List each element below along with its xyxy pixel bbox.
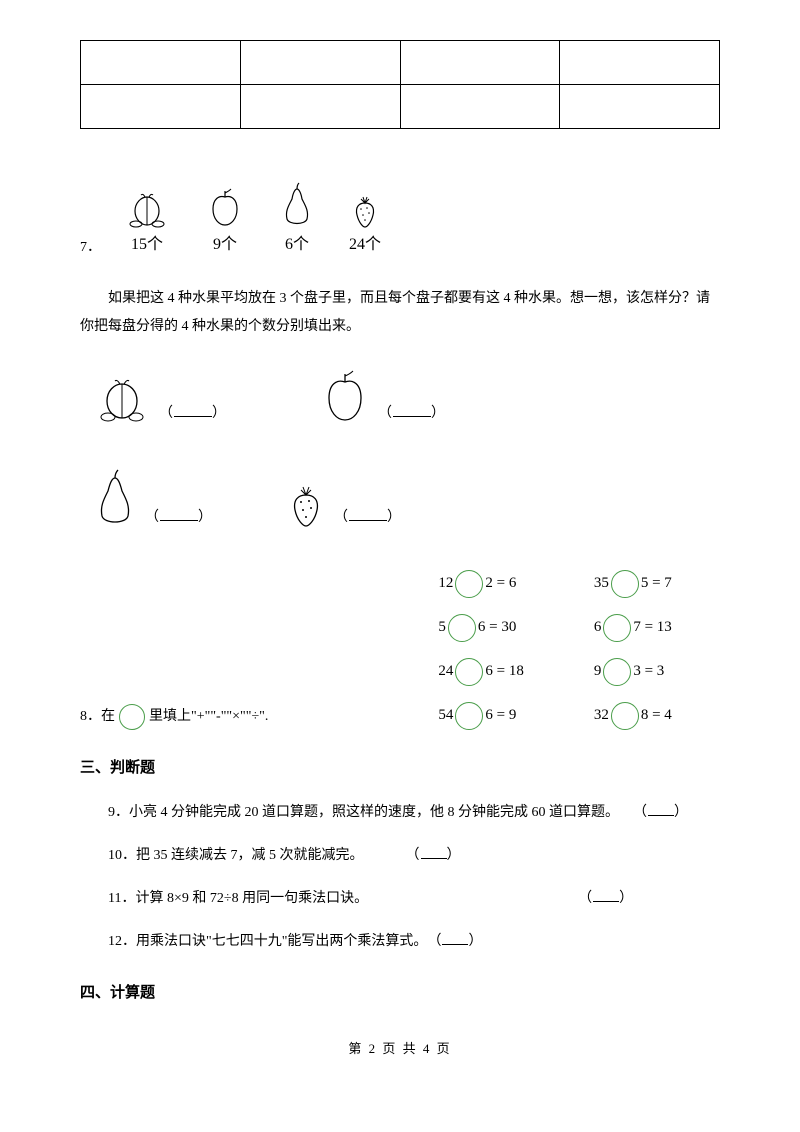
eq-left: 5 <box>438 614 446 641</box>
q10: 10．把 35 连续减去 7，减 5 次就能减完。 （） <box>80 843 720 868</box>
eq-right: 3 = 3 <box>633 658 664 685</box>
peach-answer-icon <box>90 374 154 426</box>
peach-icon <box>121 189 173 231</box>
section-4-title: 四、计算题 <box>80 980 720 1007</box>
eq-blank[interactable] <box>455 702 483 730</box>
strawberry-answer-blank[interactable]: （） <box>334 505 402 530</box>
eq-right: 5 = 7 <box>641 570 672 597</box>
apple-count: 9个 <box>213 231 237 260</box>
strawberry-count: 24个 <box>349 231 381 260</box>
eq-left: 12 <box>438 570 453 597</box>
apple-answer-blank[interactable]: （） <box>378 401 446 426</box>
q12: 12．用乘法口诀"七七四十九"能写出两个乘法算式。 （） <box>80 929 720 954</box>
fruit-display-row: 15个 9个 6个 24个 <box>121 179 383 260</box>
empty-table <box>80 40 720 129</box>
eq-right: 2 = 6 <box>485 570 516 597</box>
pear-icon <box>277 179 317 231</box>
q8-sample-circle <box>119 704 145 730</box>
page-footer: 第 2 页 共 4 页 <box>80 1037 720 1060</box>
q8-prefix: 在 <box>101 704 115 729</box>
eq-blank[interactable] <box>611 570 639 598</box>
eq-right: 8 = 4 <box>641 702 672 729</box>
eq-blank[interactable] <box>603 614 631 642</box>
eq-left: 9 <box>594 658 602 685</box>
peach-answer-blank[interactable]: （） <box>159 401 227 426</box>
q9: 9．小亮 4 分钟能完成 20 道口算题，照这样的速度，他 8 分钟能完成 60… <box>80 800 720 825</box>
eq-blank[interactable] <box>455 570 483 598</box>
eq-right: 7 = 13 <box>633 614 671 641</box>
eq-left: 24 <box>438 658 453 685</box>
eq-blank[interactable] <box>611 702 639 730</box>
eq-right: 6 = 18 <box>485 658 523 685</box>
q8-number: 8． <box>80 704 101 729</box>
q8-suffix: 里填上"+""-""×""÷". <box>149 704 268 729</box>
strawberry-answer-icon <box>283 480 329 530</box>
eq-right: 6 = 9 <box>485 702 516 729</box>
q7-text: 如果把这 4 种水果平均放在 3 个盘子里，而且每个盘子都要有这 4 种水果。想… <box>80 285 720 341</box>
eq-blank[interactable] <box>455 658 483 686</box>
eq-blank[interactable] <box>448 614 476 642</box>
eq-left: 54 <box>438 702 453 729</box>
pear-count: 6个 <box>285 231 309 260</box>
section-3-title: 三、判断题 <box>80 755 720 782</box>
q11: 11．计算 8×9 和 72÷8 用同一句乘法口诀。 （） <box>80 886 720 911</box>
eq-right: 6 = 30 <box>478 614 516 641</box>
eq-blank[interactable] <box>603 658 631 686</box>
eq-left: 6 <box>594 614 602 641</box>
apple-answer-icon <box>317 366 373 426</box>
pear-answer-icon <box>90 466 140 530</box>
eq-left: 35 <box>594 570 609 597</box>
q7-number: 7． <box>80 235 101 260</box>
peach-count: 15个 <box>131 231 163 260</box>
eq-left: 32 <box>594 702 609 729</box>
apple-icon <box>203 185 247 231</box>
strawberry-icon <box>347 191 383 231</box>
pear-answer-blank[interactable]: （） <box>145 505 213 530</box>
equations-grid: 12 2 = 6 5 6 = 30 24 6 = 18 54 6 = 9 35 5 = 7… <box>438 570 671 730</box>
